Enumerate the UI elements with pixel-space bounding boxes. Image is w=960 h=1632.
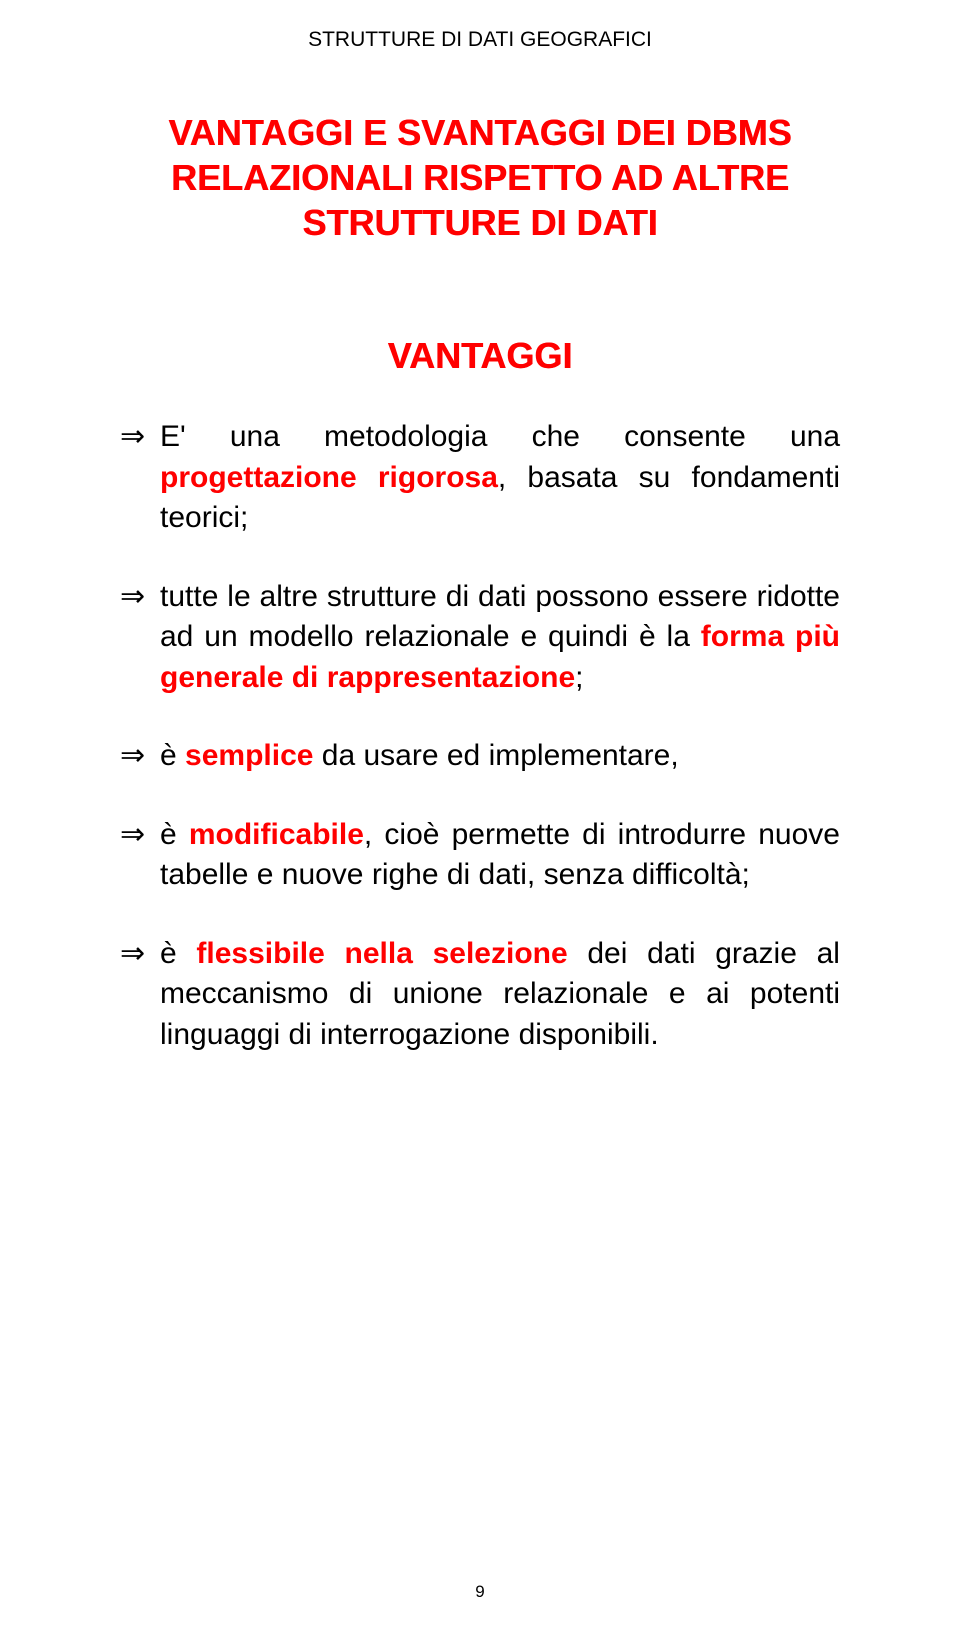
arrow-icon: ⇒: [120, 815, 160, 856]
section-subtitle: VANTAGGI: [120, 335, 840, 377]
arrow-icon: ⇒: [120, 934, 160, 975]
title-line-1: VANTAGGI E SVANTAGGI DEI DBMS: [168, 112, 791, 153]
arrow-icon: ⇒: [120, 736, 160, 777]
item-suffix: da usare ed implementare,: [313, 739, 678, 772]
list-item: ⇒ è semplice da usare ed implementare,: [120, 736, 840, 777]
item-prefix: è: [160, 739, 185, 772]
item-suffix: ;: [575, 661, 583, 694]
list-item-body: è modificabile, cioè permette di introdu…: [160, 815, 840, 896]
item-bold: flessibile nella selezione: [196, 937, 567, 970]
list-item: ⇒ è flessibile nella selezione dei dati …: [120, 934, 840, 1056]
list-item-body: tutte le altre strutture di dati possono…: [160, 577, 840, 699]
item-prefix: E' una metodologia che consente una: [160, 420, 840, 453]
page-number: 9: [0, 1582, 960, 1602]
list-item: ⇒ E' una metodologia che consente una pr…: [120, 417, 840, 539]
item-bold: progettazione rigorosa: [160, 461, 498, 494]
running-header: STRUTTURE DI DATI GEOGRAFICI: [120, 28, 840, 52]
item-prefix: è: [160, 818, 189, 851]
item-bold: modificabile: [189, 818, 364, 851]
list-item-body: E' una metodologia che consente una prog…: [160, 417, 840, 539]
main-title: VANTAGGI E SVANTAGGI DEI DBMS RELAZIONAL…: [120, 110, 840, 245]
arrow-icon: ⇒: [120, 577, 160, 618]
list-item-body: è flessibile nella selezione dei dati gr…: [160, 934, 840, 1056]
item-prefix: è: [160, 937, 196, 970]
item-bold: semplice: [185, 739, 313, 772]
arrow-icon: ⇒: [120, 417, 160, 458]
list-item: ⇒ tutte le altre strutture di dati posso…: [120, 577, 840, 699]
list-item: ⇒ è modificabile, cioè permette di intro…: [120, 815, 840, 896]
title-line-3: STRUTTURE DI DATI: [302, 202, 657, 243]
list-item-body: è semplice da usare ed implementare,: [160, 736, 840, 777]
title-line-2: RELAZIONALI RISPETTO AD ALTRE: [171, 157, 789, 198]
document-page: STRUTTURE DI DATI GEOGRAFICI VANTAGGI E …: [0, 0, 960, 1632]
